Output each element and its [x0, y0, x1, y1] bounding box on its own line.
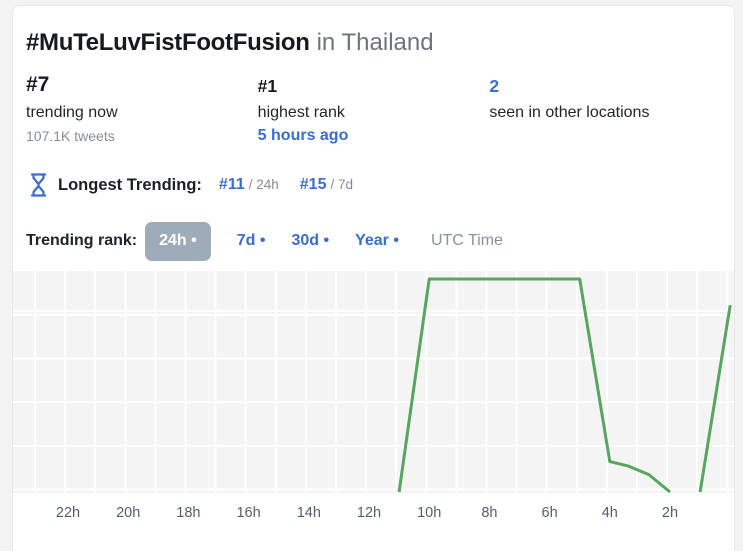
- location-suffix: in Thailand: [316, 29, 434, 56]
- longest-trending-24h-period: / 24h: [248, 177, 279, 192]
- other-locations-count[interactable]: 2: [489, 76, 500, 96]
- rank-range-controls: Trending rank: 24h • 7d • 30d • Year • U…: [13, 221, 734, 261]
- range-option-30d[interactable]: 30d •: [291, 232, 330, 249]
- longest-trending-7d-period: / 7d: [330, 177, 353, 192]
- current-rank-value: #7: [26, 73, 50, 96]
- x-axis-tick: 2h: [661, 505, 679, 521]
- longest-trending-row: Longest Trending: #11 / 24h #15 / 7d: [13, 171, 734, 199]
- trending-rank-label: Trending rank:: [26, 232, 138, 249]
- longest-trending-7d-rank[interactable]: #15: [299, 176, 327, 193]
- x-axis-tick: 18h: [176, 505, 201, 521]
- x-axis-tick: 10h: [417, 505, 442, 521]
- hourglass-icon: [30, 173, 47, 197]
- x-axis-tick: 14h: [296, 505, 321, 521]
- range-option-year[interactable]: Year •: [355, 232, 399, 249]
- x-axis-tick: 20h: [116, 505, 141, 521]
- x-axis-tick: 16h: [236, 505, 261, 521]
- tweet-count: 107.1K tweets: [26, 128, 115, 144]
- stat-highest-rank: #1 highest rank 5 hours ago: [258, 73, 490, 146]
- stat-other-locations: 2 seen in other locations: [489, 73, 721, 146]
- range-option-7d[interactable]: 7d •: [236, 232, 266, 249]
- x-axis-tick: 4h: [601, 505, 618, 521]
- highest-rank-value: #1: [257, 76, 278, 96]
- longest-trending-label: Longest Trending:: [58, 175, 202, 194]
- x-axis-tick: 8h: [481, 505, 498, 521]
- trend-line-svg: [397, 277, 732, 493]
- trend-detail-card: #MuTeLuvFistFootFusion in Thailand #7 tre…: [12, 5, 735, 551]
- x-axis-tick: 12h: [356, 505, 382, 521]
- longest-trending-7d: #15 / 7d: [300, 176, 353, 194]
- stat-trending-now: #7 trending now 107.1K tweets: [26, 73, 258, 146]
- x-axis: 22h 20h 18h 16h 14h 12h 10h 8h 6h 4h 2h: [13, 505, 734, 522]
- stats-row: #7 trending now 107.1K tweets #1 highest…: [13, 73, 734, 146]
- range-option-24h[interactable]: 24h •: [145, 221, 211, 261]
- longest-trending-24h: #11 / 24h: [219, 176, 279, 194]
- other-locations-label: seen in other locations: [489, 104, 650, 121]
- page-title: #MuTeLuvFistFootFusion in Thailand: [13, 28, 734, 57]
- x-axis-tick: 6h: [541, 505, 558, 521]
- longest-trending-24h-rank[interactable]: #11: [218, 176, 245, 193]
- current-rank-label: trending now: [26, 104, 118, 121]
- highest-rank-time-link[interactable]: 5 hours ago: [257, 127, 349, 144]
- hashtag-title: #MuTeLuvFistFootFusion: [26, 29, 310, 56]
- highest-rank-label: highest rank: [257, 104, 345, 121]
- rank-chart-plot-area: [13, 271, 734, 493]
- timezone-label: UTC Time: [430, 232, 503, 249]
- x-axis-tick: 22h: [55, 505, 81, 521]
